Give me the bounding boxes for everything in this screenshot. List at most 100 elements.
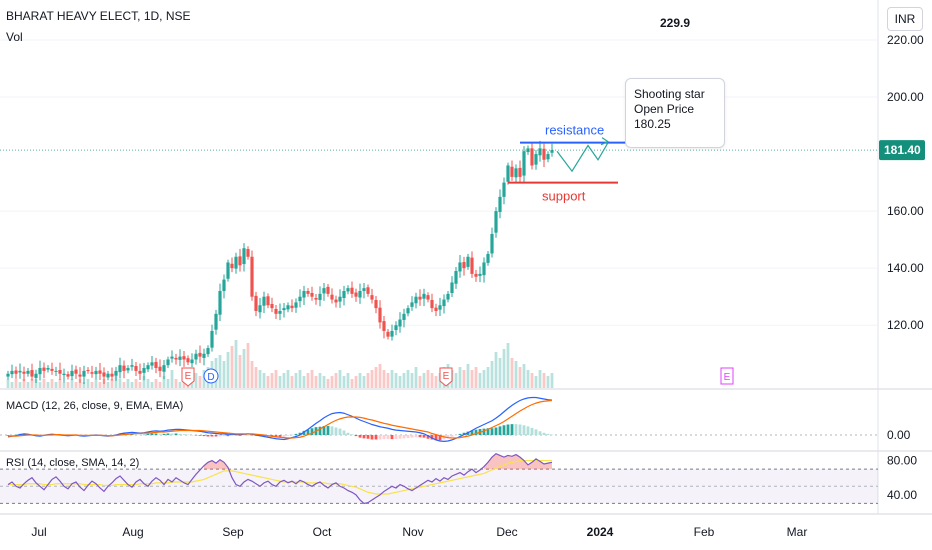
volume-bar bbox=[518, 367, 522, 388]
volume-bar bbox=[302, 376, 306, 388]
macd-histogram-bar bbox=[502, 425, 506, 435]
candle-body bbox=[530, 148, 534, 166]
earnings-marker-shape bbox=[181, 367, 195, 387]
macd-indicator-label[interactable]: MACD (12, 26, close, 9, EMA, EMA) bbox=[6, 400, 184, 412]
volume-bar bbox=[50, 379, 54, 388]
volume-bar bbox=[406, 370, 410, 388]
candle-body bbox=[450, 282, 454, 293]
macd-histogram-bar bbox=[162, 433, 166, 435]
volume-bar bbox=[138, 382, 142, 388]
candle-body bbox=[430, 299, 434, 309]
candle-body bbox=[542, 148, 546, 160]
macd-histogram-bar bbox=[418, 435, 422, 438]
macd-histogram-bar bbox=[338, 428, 342, 435]
candle-body bbox=[350, 287, 354, 294]
future-earnings-marker-label: E bbox=[724, 372, 731, 383]
macd-histogram-bar bbox=[386, 435, 390, 440]
note-line-1: Shooting star bbox=[634, 87, 705, 101]
candle-body bbox=[454, 271, 458, 284]
candle-body bbox=[514, 168, 518, 178]
candle-body bbox=[238, 256, 242, 266]
price-axis-label: 200.00 bbox=[887, 90, 924, 104]
candle-body bbox=[370, 295, 374, 300]
macd-histogram-bar bbox=[150, 433, 154, 435]
candle-body bbox=[522, 151, 526, 176]
candle-body bbox=[14, 370, 18, 374]
last-value-label: 229.9 bbox=[660, 16, 691, 30]
candle-body bbox=[142, 368, 146, 373]
volume-bar bbox=[274, 370, 278, 388]
volume-bar bbox=[386, 373, 390, 388]
rsi-indicator-label[interactable]: RSI (14, close, SMA, 14, 2) bbox=[6, 457, 140, 469]
volume-bar bbox=[418, 376, 422, 388]
candle-body bbox=[318, 293, 322, 300]
volume-bar bbox=[258, 370, 262, 388]
symbol-title[interactable]: BHARAT HEAVY ELECT, 1D, NSE bbox=[6, 9, 191, 23]
candle-body bbox=[314, 297, 318, 300]
volume-bar bbox=[462, 370, 466, 388]
candle-body bbox=[174, 357, 178, 360]
candle-body bbox=[26, 370, 30, 374]
rsi-ma-line bbox=[8, 459, 552, 495]
candle-body bbox=[130, 365, 134, 367]
volume-bar bbox=[374, 367, 378, 388]
candle-body bbox=[354, 292, 358, 297]
shooting-star-note[interactable]: Shooting star Open Price 180.25 bbox=[625, 78, 725, 148]
volume-bar bbox=[398, 376, 402, 388]
volume-bar bbox=[350, 379, 354, 388]
volume-bar bbox=[118, 379, 122, 388]
macd-histogram-bar bbox=[518, 424, 522, 435]
currency-button[interactable]: INR bbox=[887, 7, 923, 31]
volume-bar bbox=[222, 361, 226, 388]
volume-bar bbox=[114, 376, 118, 388]
volume-bar bbox=[546, 376, 550, 388]
macd-histogram-bar bbox=[218, 435, 222, 437]
macd-histogram-bar bbox=[362, 435, 366, 439]
macd-histogram-bar bbox=[354, 435, 358, 437]
candle-body bbox=[474, 273, 478, 277]
macd-histogram-bar bbox=[522, 425, 526, 435]
candle-body bbox=[418, 296, 422, 300]
volume-bar bbox=[526, 370, 530, 388]
macd-histogram-bar bbox=[486, 428, 490, 435]
macd-histogram-bar bbox=[334, 427, 338, 435]
volume-legend-label[interactable]: Vol bbox=[6, 30, 23, 44]
volume-bar bbox=[254, 367, 258, 388]
candle-body bbox=[306, 291, 310, 294]
macd-histogram-bar bbox=[318, 426, 322, 435]
candle-body bbox=[150, 362, 154, 366]
candle-body bbox=[6, 373, 10, 377]
candle-body bbox=[182, 356, 186, 360]
macd-histogram-bar bbox=[294, 433, 298, 435]
volume-bar bbox=[58, 379, 62, 388]
macd-histogram-bar bbox=[210, 435, 214, 437]
resistance-label: resistance bbox=[545, 123, 604, 138]
support-label: support bbox=[542, 189, 586, 204]
candle-body bbox=[406, 308, 410, 314]
candle-body bbox=[482, 262, 486, 276]
volume-bar bbox=[70, 379, 74, 388]
candle-body bbox=[486, 253, 490, 263]
volume-bar bbox=[482, 370, 486, 388]
macd-histogram-bar bbox=[546, 433, 550, 435]
candle-body bbox=[230, 263, 234, 269]
volume-bar bbox=[250, 361, 254, 388]
macd-histogram-bar bbox=[470, 430, 474, 435]
volume-bar bbox=[458, 367, 462, 388]
candle-body bbox=[302, 291, 306, 298]
candle-body bbox=[502, 182, 506, 197]
macd-histogram-bar bbox=[198, 435, 202, 436]
candle-body bbox=[126, 368, 130, 371]
candle-body bbox=[54, 370, 58, 372]
last-price-tag bbox=[879, 140, 925, 161]
volume-bar bbox=[290, 376, 294, 388]
candle-body bbox=[34, 373, 38, 378]
volume-bar bbox=[326, 379, 330, 388]
candle-body bbox=[362, 288, 366, 291]
macd-histogram-bar bbox=[6, 435, 10, 436]
candle-body bbox=[290, 305, 294, 309]
macd-histogram-bar bbox=[202, 435, 206, 437]
volume-bar bbox=[394, 373, 398, 388]
volume-bar bbox=[270, 373, 274, 388]
